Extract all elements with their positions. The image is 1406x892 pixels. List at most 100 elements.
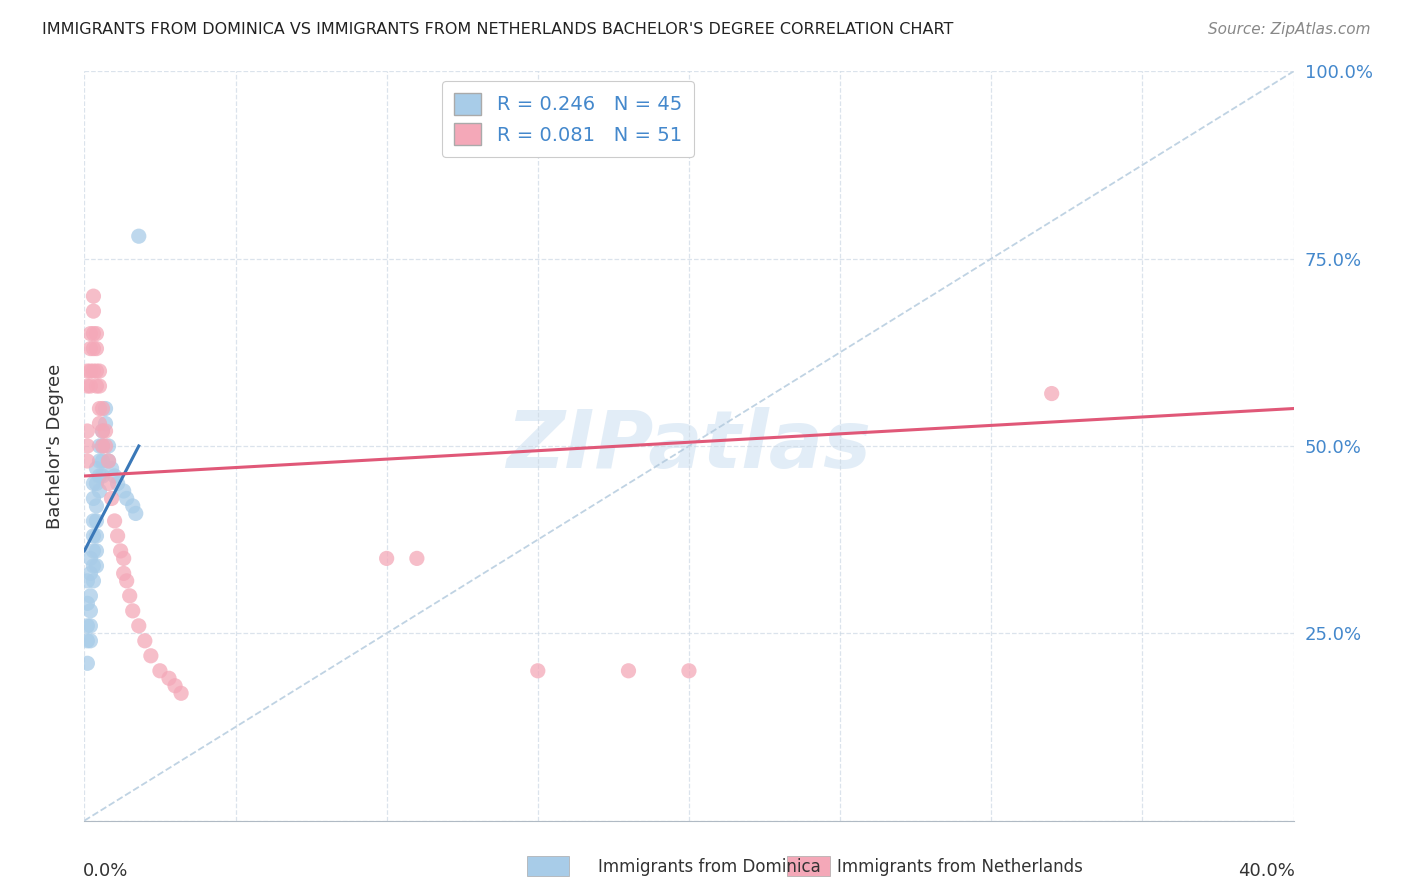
Point — [112, 566, 135, 581]
Point — [79, 364, 101, 378]
Point — [406, 551, 429, 566]
Point — [82, 364, 104, 378]
Point — [112, 551, 135, 566]
Point — [89, 454, 111, 468]
Point — [89, 469, 111, 483]
Point — [86, 514, 108, 528]
Point — [121, 499, 143, 513]
Point — [91, 469, 114, 483]
Point — [86, 461, 108, 475]
Point — [86, 379, 108, 393]
Point — [89, 417, 111, 431]
Point — [76, 454, 98, 468]
Point — [165, 679, 187, 693]
Point — [79, 326, 101, 341]
Point — [139, 648, 162, 663]
Point — [91, 424, 114, 438]
Point — [76, 657, 98, 671]
Point — [170, 686, 193, 700]
Point — [82, 289, 104, 303]
Point — [76, 439, 98, 453]
Point — [94, 424, 117, 438]
Point — [128, 619, 150, 633]
Point — [125, 507, 148, 521]
Text: Immigrants from Dominica: Immigrants from Dominica — [598, 858, 820, 876]
Point — [89, 379, 111, 393]
Point — [82, 326, 104, 341]
Point — [149, 664, 172, 678]
Point — [89, 364, 111, 378]
Point — [76, 364, 98, 378]
Point — [678, 664, 700, 678]
Point — [100, 461, 122, 475]
Point — [89, 439, 111, 453]
Point — [107, 529, 129, 543]
Point — [100, 491, 122, 506]
Y-axis label: Bachelor's Degree: Bachelor's Degree — [45, 363, 63, 529]
Point — [91, 439, 114, 453]
Point — [76, 633, 98, 648]
Point — [79, 604, 101, 618]
Point — [375, 551, 398, 566]
Text: Source: ZipAtlas.com: Source: ZipAtlas.com — [1208, 22, 1371, 37]
Point — [112, 483, 135, 498]
Point — [121, 604, 143, 618]
Point — [157, 671, 180, 685]
Point — [86, 529, 108, 543]
Point — [1040, 386, 1063, 401]
Point — [97, 439, 120, 453]
Point — [76, 424, 98, 438]
Point — [79, 551, 101, 566]
Point — [110, 544, 132, 558]
Point — [86, 476, 108, 491]
Point — [91, 439, 114, 453]
Point — [128, 229, 150, 244]
Point — [89, 483, 111, 498]
Point — [76, 379, 98, 393]
Text: ZIPatlas: ZIPatlas — [506, 407, 872, 485]
Point — [82, 304, 104, 318]
Point — [97, 476, 120, 491]
Point — [97, 454, 120, 468]
Legend: R = 0.246   N = 45, R = 0.081   N = 51: R = 0.246 N = 45, R = 0.081 N = 51 — [443, 81, 693, 157]
Point — [91, 401, 114, 416]
Point — [79, 589, 101, 603]
Point — [94, 439, 117, 453]
Point — [107, 476, 129, 491]
Point — [86, 544, 108, 558]
Text: 0.0%: 0.0% — [83, 862, 128, 880]
Point — [82, 544, 104, 558]
Text: 40.0%: 40.0% — [1237, 862, 1295, 880]
Point — [79, 379, 101, 393]
Text: IMMIGRANTS FROM DOMINICA VS IMMIGRANTS FROM NETHERLANDS BACHELOR'S DEGREE CORREL: IMMIGRANTS FROM DOMINICA VS IMMIGRANTS F… — [42, 22, 953, 37]
Point — [86, 342, 108, 356]
Point — [82, 476, 104, 491]
Point — [79, 633, 101, 648]
Point — [118, 589, 141, 603]
Point — [76, 619, 98, 633]
Text: Immigrants from Netherlands: Immigrants from Netherlands — [837, 858, 1083, 876]
Point — [86, 499, 108, 513]
Point — [76, 574, 98, 588]
Point — [91, 454, 114, 468]
Point — [79, 619, 101, 633]
Point — [82, 491, 104, 506]
Point — [89, 401, 111, 416]
Point — [82, 342, 104, 356]
Point — [94, 401, 117, 416]
Point — [86, 364, 108, 378]
Point — [86, 558, 108, 573]
Point — [86, 326, 108, 341]
Point — [79, 342, 101, 356]
Point — [76, 596, 98, 610]
Point — [104, 469, 127, 483]
Point — [91, 424, 114, 438]
Point — [115, 574, 138, 588]
Point — [527, 664, 550, 678]
Point — [79, 566, 101, 581]
Point — [82, 558, 104, 573]
Point — [82, 529, 104, 543]
Point — [97, 454, 120, 468]
Point — [104, 514, 127, 528]
Point — [94, 417, 117, 431]
